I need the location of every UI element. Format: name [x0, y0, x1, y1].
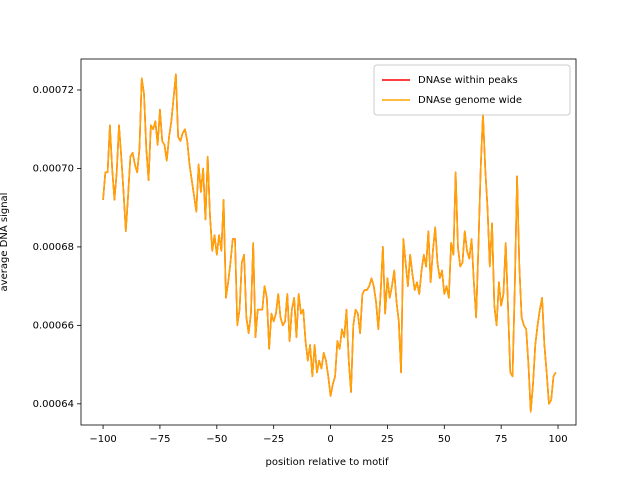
- legend-label: DNAse genome wide: [418, 95, 522, 106]
- legend-label: DNAse within peaks: [418, 75, 518, 86]
- legend-box: [373, 64, 571, 116]
- x-tick-label: −25: [263, 434, 284, 445]
- plot-frame: [80, 58, 577, 426]
- y-tick-label: 0.00064: [33, 399, 74, 410]
- x-tick-label: −50: [206, 434, 227, 445]
- y-tick-label: 0.00066: [33, 320, 74, 331]
- data-line: [102, 73, 557, 413]
- x-tick-label: 100: [548, 434, 567, 445]
- x-tick-label: −75: [149, 434, 170, 445]
- x-tick-label: 25: [381, 434, 394, 445]
- x-tick-label: 75: [495, 434, 508, 445]
- y-tick-label: 0.00068: [33, 242, 74, 253]
- y-tick-label: 0.00070: [33, 163, 74, 174]
- x-axis-label: position relative to motif: [266, 457, 389, 468]
- x-tick-label: 0: [327, 434, 333, 445]
- x-tick-label: 50: [438, 434, 451, 445]
- y-axis-label: average DNA signal: [0, 193, 10, 292]
- x-tick-label: −100: [89, 434, 116, 445]
- legend: DNAse within peaks DNAse genome wide: [373, 64, 571, 116]
- y-tick-label: 0.00072: [33, 85, 74, 96]
